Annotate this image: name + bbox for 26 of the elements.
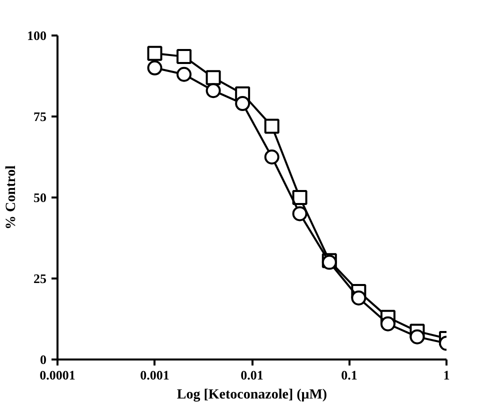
point: [292, 206, 308, 222]
y-tick-label: 0: [40, 352, 46, 367]
x-axis-title: Log [Ketoconazole] (μM): [176, 388, 328, 402]
y-tick-label: 25: [34, 271, 47, 286]
x-tick-label: 1: [443, 368, 450, 382]
y-tick-label: 75: [34, 109, 47, 124]
y-tick-label: 50: [34, 190, 46, 205]
point: [206, 70, 221, 86]
x-tick-label: 0.01: [240, 368, 264, 382]
point: [206, 83, 221, 98]
y-tick-label: 100: [27, 28, 46, 43]
point: [235, 96, 250, 112]
point: [380, 316, 396, 332]
point: [264, 150, 280, 164]
point: [176, 49, 192, 64]
point: [351, 290, 366, 306]
x-tick-label: 0.1: [341, 368, 358, 382]
point: [410, 329, 425, 344]
x-tick-label: 0.0001: [40, 368, 76, 382]
point: [292, 190, 308, 205]
x-tick-label: 0.001: [140, 368, 170, 382]
point: [147, 60, 162, 76]
point: [264, 118, 280, 134]
y-axis-title: % Control: [4, 165, 19, 230]
point: [147, 46, 162, 61]
point: [176, 66, 192, 82]
